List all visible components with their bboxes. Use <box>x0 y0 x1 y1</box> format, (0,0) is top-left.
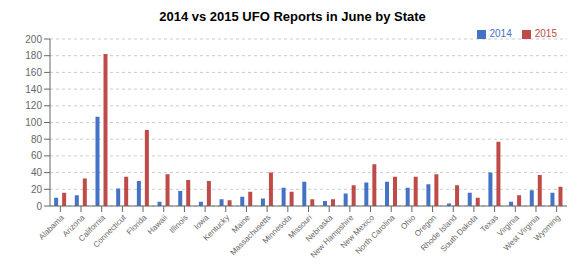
svg-text:Arizona: Arizona <box>60 213 87 239</box>
svg-text:Kentucky: Kentucky <box>202 213 232 243</box>
svg-text:Hawaii: Hawaii <box>146 213 169 236</box>
svg-text:Maine: Maine <box>230 213 252 235</box>
svg-text:Texas: Texas <box>478 213 501 235</box>
svg-text:California: California <box>76 213 108 244</box>
svg-text:140: 140 <box>25 84 42 95</box>
svg-text:Minnesota: Minnesota <box>261 213 294 246</box>
html-text:2015: 2015 <box>534 28 557 39</box>
svg-text:Wyoming: Wyoming <box>532 213 562 243</box>
svg-text:Ohio: Ohio <box>399 213 418 232</box>
svg-text:Iowa: Iowa <box>192 213 211 232</box>
svg-text:200: 200 <box>25 34 42 45</box>
svg-text:Virginia: Virginia <box>495 213 521 239</box>
svg-text:Florida: Florida <box>125 213 149 237</box>
svg-text:60: 60 <box>31 150 43 161</box>
html-text:2014 vs 2015 UFO Reports in Ju: 2014 vs 2015 UFO Reports in June by Stat… <box>159 9 426 24</box>
svg-text:New Mexico: New Mexico <box>338 213 376 251</box>
svg-text:North Carolina: North Carolina <box>354 213 397 256</box>
svg-text:West Virginia: West Virginia <box>501 213 542 253</box>
svg-text:0: 0 <box>36 201 42 212</box>
svg-text:Alabama: Alabama <box>37 213 66 242</box>
svg-text:40: 40 <box>31 167 43 178</box>
svg-text:160: 160 <box>25 67 42 78</box>
svg-text:Massachusetts: Massachusetts <box>228 213 273 258</box>
svg-text:20: 20 <box>31 184 43 195</box>
svg-text:120: 120 <box>25 100 42 111</box>
svg-text:Connecticut: Connecticut <box>92 213 129 250</box>
svg-text:South Dakota: South Dakota <box>439 213 480 254</box>
svg-text:Oregon: Oregon <box>412 213 438 239</box>
svg-text:Illinois: Illinois <box>168 213 190 235</box>
svg-text:80: 80 <box>31 134 43 145</box>
svg-text:Nebraska: Nebraska <box>304 213 335 244</box>
html-text:2014: 2014 <box>489 28 512 39</box>
svg-text:Missouri: Missouri <box>286 213 314 241</box>
svg-text:180: 180 <box>25 50 42 61</box>
svg-text:Rhode Island: Rhode Island <box>419 213 459 253</box>
svg-text:100: 100 <box>25 117 42 128</box>
